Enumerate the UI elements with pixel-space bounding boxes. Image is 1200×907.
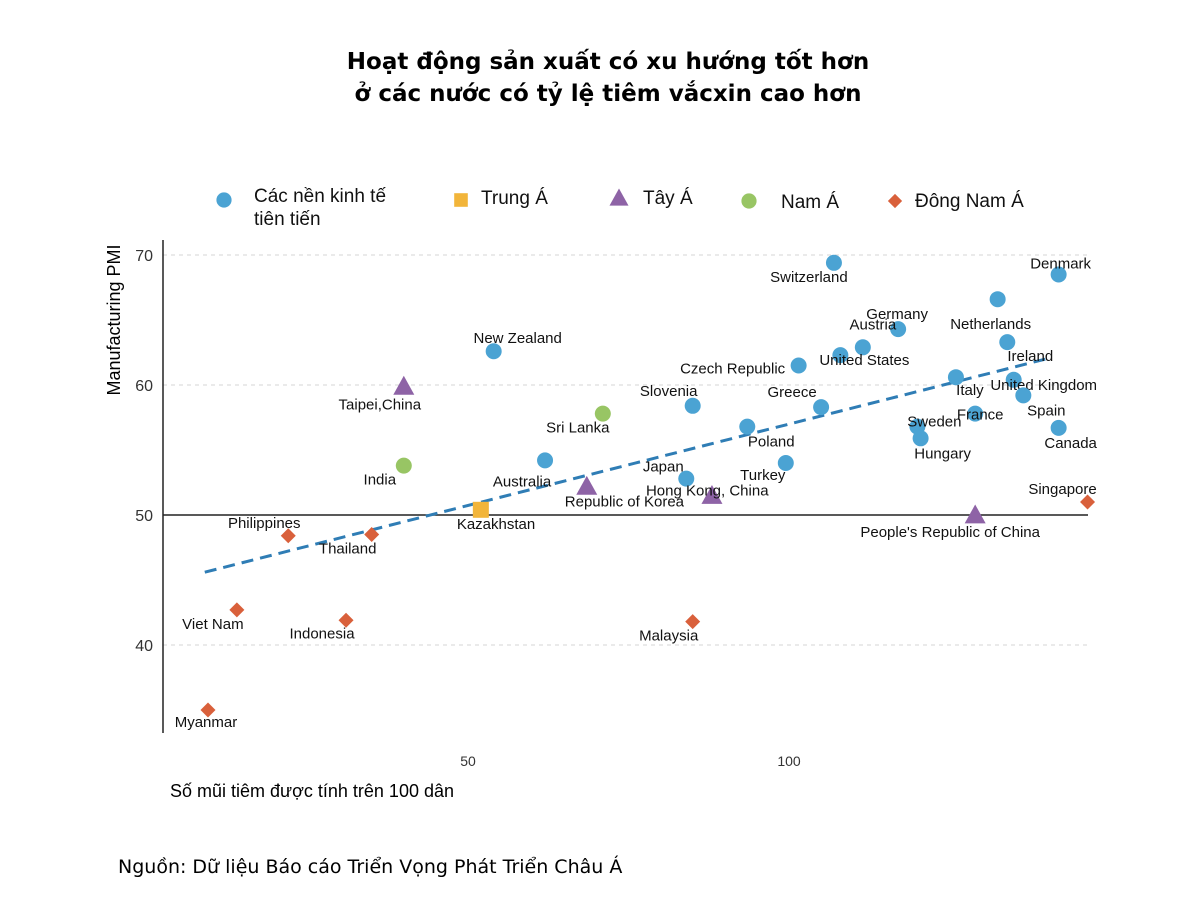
point-label-myanmar: Myanmar (175, 714, 238, 731)
point-austria (854, 339, 871, 356)
point-philippines (280, 528, 296, 544)
point-czech-republic (790, 357, 807, 374)
point-indonesia (338, 612, 354, 628)
x-tick-label-100: 100 (777, 753, 801, 769)
point-label-poland: Poland (748, 434, 795, 451)
point-label-switzerland: Switzerland (770, 269, 848, 286)
chart-title-line-2: ở các nước có tỷ lệ tiêm vắcxin cao hơn (354, 81, 862, 107)
legend-marker-west (609, 188, 629, 206)
legend-label-central: Trung Á (481, 188, 548, 209)
point-label-canada: Canada (1044, 435, 1097, 452)
point-label-netherlands: Netherlands (950, 316, 1031, 333)
point-label-spain: Spain (1027, 402, 1065, 419)
point-united-states (832, 347, 849, 364)
point-label-slovenia: Slovenia (640, 383, 698, 400)
legend-label-southeast: Đông Nam Á (915, 191, 1024, 212)
point-label-indonesia: Indonesia (289, 625, 355, 642)
point-label-sweden: Sweden (907, 414, 961, 431)
point-people-s-republic-of-china (964, 504, 986, 524)
point-malaysia (685, 614, 701, 630)
point-label-india: India (364, 472, 397, 489)
legend-label-south: Nam Á (781, 192, 839, 213)
point-australia (537, 452, 554, 469)
point-label-viet-nam: Viet Nam (182, 616, 243, 633)
point-new-zealand (485, 343, 502, 360)
point-greece (813, 399, 830, 416)
point-label-singapore: Singapore (1028, 481, 1096, 498)
point-france (967, 405, 984, 422)
point-label-czech-republic: Czech Republic (680, 361, 786, 378)
legend-marker-central (454, 193, 468, 207)
point-label-philippines: Philippines (228, 515, 301, 532)
x-tick-label-50: 50 (460, 753, 476, 769)
point-label-malaysia: Malaysia (639, 628, 699, 645)
point-label-united-states: United States (819, 352, 909, 369)
source-note: Nguồn: Dữ liệu Báo cáo Triển Vọng Phát T… (118, 856, 623, 878)
y-axis-title: Manufacturing PMI (104, 244, 124, 395)
point-label-sri-lanka: Sri Lanka (546, 420, 610, 437)
point-label-united-kingdom: United Kingdom (990, 377, 1097, 394)
point-sri-lanka (594, 405, 611, 422)
y-tick-label-60: 60 (135, 378, 153, 395)
point-label-people-s-republic-of-china: People's Republic of China (860, 524, 1040, 541)
trendline (204, 357, 1047, 574)
point-label-taipei-china: Taipei,China (339, 396, 422, 413)
point-japan (678, 470, 695, 487)
point-canada (1050, 419, 1067, 436)
point-slovenia (684, 397, 701, 414)
point-italy (947, 369, 964, 386)
point-label-turkey: Turkey (740, 467, 786, 484)
point-label-australia: Australia (493, 473, 552, 490)
legend-label-advanced: Các nền kinh tế (254, 186, 386, 207)
y-tick-label-40: 40 (135, 638, 153, 655)
point-label-greece: Greece (767, 384, 816, 401)
point-switzerland (825, 254, 842, 271)
point-thailand (364, 527, 380, 542)
point-label-germany: Germany (866, 306, 928, 323)
x-axis-title: Số mũi tiêm được tính trên 100 dân (170, 781, 454, 801)
point-label-hungary: Hungary (914, 445, 971, 462)
point-netherlands (989, 291, 1006, 308)
point-label-italy: Italy (956, 382, 984, 399)
point-turkey (777, 455, 794, 471)
point-india (395, 457, 412, 474)
point-denmark (1050, 266, 1067, 283)
point-hungary (912, 430, 929, 447)
chart-title: Hoạt động sản xuất có xu hướng tốt hơn ở… (0, 46, 1200, 110)
point-label-kazakhstan: Kazakhstan (457, 516, 535, 533)
point-label-austria: Austria (849, 316, 896, 333)
point-label-france: France (957, 407, 1004, 424)
y-tick-label-70: 70 (135, 248, 153, 265)
point-ireland (999, 334, 1016, 351)
point-poland (739, 418, 756, 435)
point-republic-of-korea (576, 475, 598, 495)
point-spain (1015, 387, 1032, 404)
point-united-kingdom (1005, 371, 1022, 388)
point-taipei-china (393, 375, 415, 395)
legend-label-west: Tây Á (643, 188, 693, 209)
legend-marker-advanced (216, 192, 232, 208)
legend-label-advanced-line-2: tiên tiến (254, 209, 321, 230)
point-myanmar (200, 702, 216, 718)
point-kazakhstan (472, 501, 489, 518)
chart-title-line-1: Hoạt động sản xuất có xu hướng tốt hơn (346, 49, 870, 75)
point-viet-nam (229, 602, 245, 618)
point-label-republic-of-korea: Republic of Korea (565, 493, 685, 510)
y-tick-label-50: 50 (135, 508, 153, 525)
point-germany (890, 321, 907, 338)
point-label-hong-kong-china: Hong Kong, China (646, 483, 769, 500)
point-label-denmark: Denmark (1030, 256, 1091, 273)
point-label-ireland: Ireland (1007, 348, 1053, 365)
point-label-thailand: Thailand (319, 541, 377, 558)
legend-marker-south (741, 193, 757, 209)
point-label-new-zealand: New Zealand (473, 330, 561, 347)
point-singapore (1080, 494, 1096, 510)
point-label-japan: Japan (643, 459, 684, 476)
point-hong-kong-china (701, 485, 723, 504)
legend-marker-southeast (887, 193, 903, 209)
